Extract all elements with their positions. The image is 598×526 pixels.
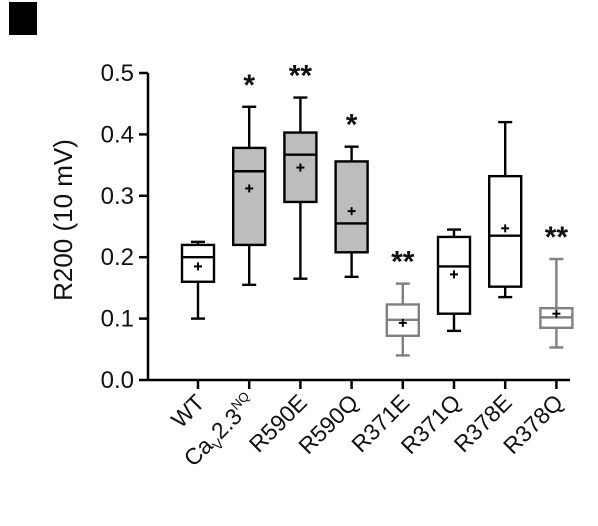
box-1: *: [231, 69, 267, 287]
y-tick-label: 0.4: [101, 121, 134, 148]
box-iqr: [180, 243, 216, 283]
panel-marker: [9, 2, 37, 35]
significance-label: **: [545, 221, 569, 254]
y-tick-label: 0.0: [101, 367, 134, 394]
box-6: [488, 120, 523, 299]
y-axis: 0.0 0.1 0.2 0.3 0.4 0.5: [101, 60, 150, 394]
box-5: [436, 228, 472, 333]
y-axis-label: R200 (10 mV): [48, 139, 78, 301]
box-iqr: [334, 160, 369, 254]
significance-label: **: [391, 246, 415, 279]
y-tick-label: 0.2: [101, 244, 134, 271]
x-tick-label: WT: [166, 389, 210, 433]
significance-label: **: [289, 60, 313, 93]
box-0: [180, 240, 216, 320]
box-2: **: [283, 60, 318, 280]
y-tick-label: 0.5: [101, 60, 134, 87]
significance-label: *: [346, 109, 358, 142]
y-tick-label: 0.1: [101, 306, 134, 333]
box-iqr: [231, 146, 267, 247]
significance-label: *: [243, 69, 255, 102]
x-tick-label-main: WT: [166, 389, 210, 433]
box-3: *: [334, 109, 369, 279]
box-7: **: [539, 221, 574, 349]
box-4: **: [385, 246, 420, 357]
y-tick-label: 0.3: [101, 183, 134, 210]
x-tick-label-main: Ca: [179, 432, 218, 471]
boxes-group: * *******: [180, 60, 574, 357]
